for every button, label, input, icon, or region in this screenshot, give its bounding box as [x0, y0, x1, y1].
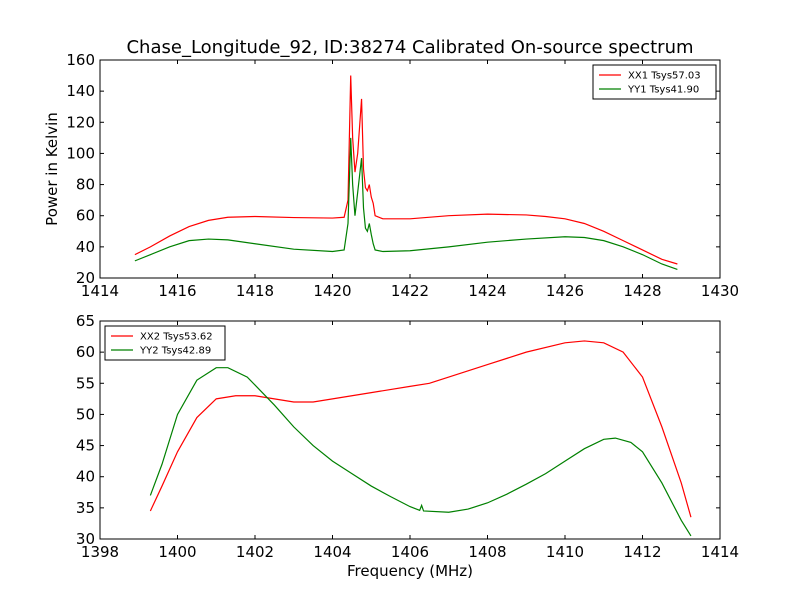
y-tick-label: 50: [76, 405, 95, 423]
x-axis-label: Frequency (MHz): [347, 562, 473, 580]
y-tick-label: 100: [66, 144, 95, 162]
x-tick-label: 1408: [468, 543, 506, 561]
y-tick-label: 40: [76, 238, 95, 256]
legend-entry: XX2 Tsys53.62: [140, 332, 213, 343]
y-tick-label: 35: [76, 499, 95, 517]
legend-box: [104, 325, 226, 361]
y-tick-label: 120: [66, 113, 95, 131]
y-tick-label: 60: [76, 207, 95, 225]
x-tick-label: 1410: [546, 543, 584, 561]
x-tick-label: 1420: [313, 282, 351, 300]
x-tick-label: 1428: [623, 282, 661, 300]
y-tick-label: 30: [76, 530, 95, 548]
x-tick-label: 1424: [468, 282, 506, 300]
y-tick-label: 40: [76, 468, 95, 486]
x-tick-label: 1414: [81, 282, 119, 300]
series-line-2: [134, 137, 678, 271]
x-tick-label: 1402: [236, 543, 274, 561]
y-tick-label: 140: [66, 82, 95, 100]
x-tick-label: 1406: [391, 543, 429, 561]
x-tick-label: 1416: [158, 282, 196, 300]
x-tick-label: 1412: [623, 543, 661, 561]
chart-title: Chase_Longitude_92, ID:38274 Calibrated …: [126, 37, 693, 58]
legend-entry: XX1 Tsys57.03: [628, 71, 701, 82]
x-tick-label: 1430: [701, 282, 739, 300]
legend-entry: YY2 Tsys42.89: [139, 346, 211, 357]
x-tick-label: 1414: [701, 543, 739, 561]
y-tick-label: 65: [76, 312, 95, 330]
y-tick-label: 80: [76, 176, 95, 194]
y-tick-label: 60: [76, 343, 95, 361]
y-tick-label: 45: [76, 437, 95, 455]
top-spectrum-panel: 1414 1416 1418 1420 1422 1424 1426 1428 1430 20 40…: [43, 51, 739, 300]
x-tick-label: 1426: [546, 282, 584, 300]
bottom-spectrum-panel: 1398 1400 1402 1404 1406 1408 1410 1412 1414 30 35…: [76, 312, 739, 580]
x-tick-label: 1398: [81, 543, 119, 561]
x-tick-label: 1418: [236, 282, 274, 300]
y-tick-label: 160: [66, 51, 95, 69]
y-axis-label: Power in Kelvin: [43, 112, 61, 226]
series-line-2: [149, 367, 692, 537]
y-tick-label: 20: [76, 269, 95, 287]
legend-box: [592, 64, 717, 100]
x-tick-label: 1422: [391, 282, 429, 300]
series-line-1: [149, 340, 692, 518]
series-line-1: [134, 75, 678, 265]
legend-entry: YY1 Tsys41.90: [627, 85, 699, 96]
x-tick-label: 1400: [158, 543, 196, 561]
y-tick-label: 55: [76, 374, 95, 392]
x-tick-label: 1404: [313, 543, 351, 561]
